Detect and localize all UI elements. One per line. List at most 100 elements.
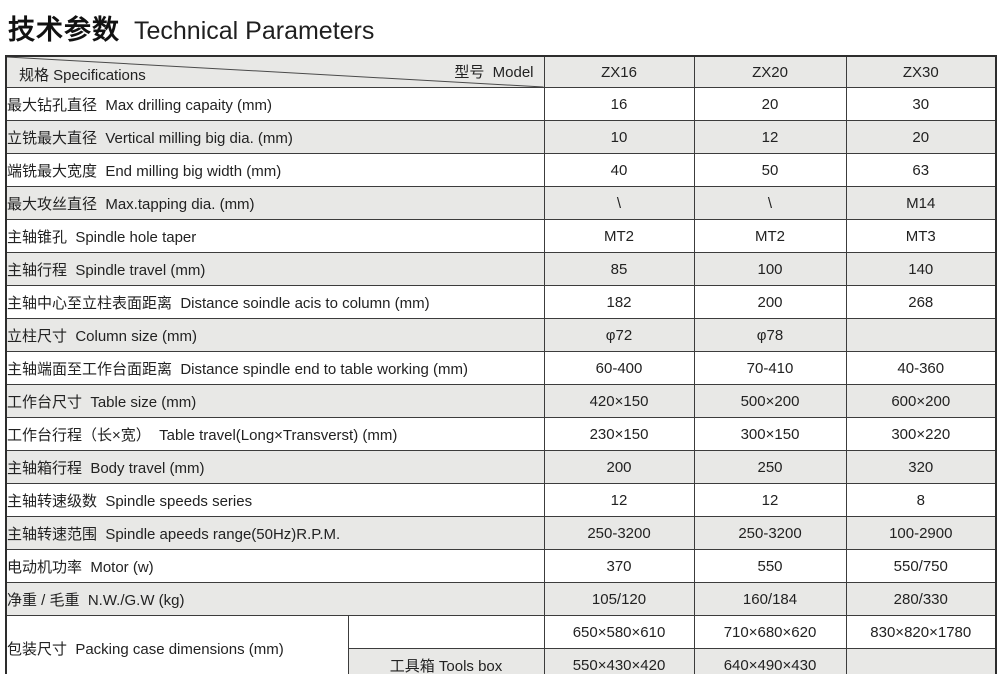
value-cell-zx16: 370	[543, 549, 695, 583]
table-row: 工作台尺寸 Table size (mm) 420×150 500×200 600×2…	[5, 384, 997, 418]
table-row: 净重 / 毛重 N.W./G.W (kg) 105/120 160/184 280/3…	[5, 582, 997, 616]
table-row: 主轴锥孔 Spindle hole taper MT2 MT2 MT3	[5, 219, 997, 253]
value-cell-zx30	[845, 318, 997, 352]
value-cell-zx20: 500×200	[693, 384, 847, 418]
value-cell-zx30: 268	[845, 285, 997, 319]
row-label: 工作台行程（长×宽） Table travel(Long×Transverst)…	[5, 417, 545, 451]
value-cell-zx20: 50	[693, 153, 847, 187]
packing-sub-label	[347, 615, 545, 649]
value-cell-zx16: 420×150	[543, 384, 695, 418]
page-title-chinese: 技术参数	[8, 15, 120, 45]
corner-spec-label: 规格 Specifications	[19, 66, 146, 84]
row-label: 工作台尺寸 Table size (mm)	[5, 384, 545, 418]
value-cell-zx30: 600×200	[845, 384, 997, 418]
value-cell-zx16: 550×430×420	[543, 648, 695, 674]
value-cell-zx16: 650×580×610	[543, 615, 695, 649]
value-cell-zx16: 12	[543, 483, 695, 517]
value-cell-zx20: 160/184	[693, 582, 847, 616]
value-cell-zx20: 12	[693, 483, 847, 517]
value-cell-zx16: 182	[543, 285, 695, 319]
table-row: 端铣最大宽度 End milling big width (mm) 40 50 63	[5, 153, 997, 187]
value-cell-zx20: 300×150	[693, 417, 847, 451]
table-row: 包装尺寸 Packing case dimensions (mm) 650×580…	[5, 615, 997, 674]
corner-cell: 规格 Specifications 型号 Model	[5, 55, 545, 88]
value-cell-zx16: MT2	[543, 219, 695, 253]
packing-row-label: 包装尺寸 Packing case dimensions (mm)	[5, 615, 349, 674]
value-cell-zx20: 710×680×620	[693, 615, 847, 649]
row-label: 主轴中心至立柱表面距离 Distance soindle acis to col…	[5, 285, 545, 319]
corner-model-label: 型号 Model	[454, 63, 534, 81]
technical-parameters-table: 规格 Specifications 型号 Model ZX16 ZX20 ZX3…	[5, 55, 998, 674]
row-label: 主轴转速级数 Spindle speeds series	[5, 483, 545, 517]
value-cell-zx20: 250	[693, 450, 847, 484]
row-label: 净重 / 毛重 N.W./G.W (kg)	[5, 582, 545, 616]
value-cell-zx16: 85	[543, 252, 695, 286]
value-cell-zx20: 250-3200	[693, 516, 847, 550]
value-cell-zx20: 70-410	[693, 351, 847, 385]
table-row: 立铣最大直径 Vertical milling big dia. (mm) 10 1…	[5, 120, 997, 154]
value-cell-zx16: 200	[543, 450, 695, 484]
value-cell-zx30: 140	[845, 252, 997, 286]
value-cell-zx16: 230×150	[543, 417, 695, 451]
row-label: 电动机功率 Motor (w)	[5, 549, 545, 583]
value-cell-zx30: 830×820×1780	[845, 615, 997, 649]
value-cell-zx30: 300×220	[845, 417, 997, 451]
table-row: 最大钻孔直径 Max drilling capaity (mm) 16 20 30	[5, 87, 997, 121]
row-label: 主轴锥孔 Spindle hole taper	[5, 219, 545, 253]
column-header-zx16: ZX16	[543, 55, 695, 88]
value-cell-zx30: 40-360	[845, 351, 997, 385]
table-row: 主轴箱行程 Body travel (mm) 200 250 320	[5, 450, 997, 484]
table-row: 主轴转速级数 Spindle speeds series 12 12 8	[5, 483, 997, 517]
diagonal-divider-line	[7, 57, 544, 87]
value-cell-zx30: 8	[845, 483, 997, 517]
column-header-zx20: ZX20	[693, 55, 847, 88]
table-row: 立柱尺寸 Column size (mm) φ72 φ78	[5, 318, 997, 352]
value-cell-zx20: 20	[693, 87, 847, 121]
value-cell-zx20: φ78	[693, 318, 847, 352]
table-row: 工具箱 Tools box 550×430×420 640×490×430	[6, 648, 997, 674]
value-cell-zx20: \	[693, 186, 847, 220]
value-cell-zx20: 550	[693, 549, 847, 583]
value-cell-zx16: \	[543, 186, 695, 220]
value-cell-zx16: 60-400	[543, 351, 695, 385]
table-row: 工作台行程（长×宽） Table travel(Long×Transverst)…	[5, 417, 997, 451]
value-cell-zx16: 10	[543, 120, 695, 154]
value-cell-zx20: MT2	[693, 219, 847, 253]
value-cell-zx20: 12	[693, 120, 847, 154]
value-cell-zx16: 40	[543, 153, 695, 187]
header-row: 规格 Specifications 型号 Model ZX16 ZX20 ZX3…	[5, 55, 997, 88]
page-title: 技术参数 Technical Parameters	[8, 8, 374, 47]
row-label: 主轴箱行程 Body travel (mm)	[5, 450, 545, 484]
value-cell-zx20: 640×490×430	[693, 648, 847, 674]
packing-sub-label: 工具箱 Tools box	[347, 648, 545, 674]
row-label: 立铣最大直径 Vertical milling big dia. (mm)	[5, 120, 545, 154]
row-label: 最大钻孔直径 Max drilling capaity (mm)	[5, 87, 545, 121]
value-cell-zx30: 100-2900	[845, 516, 997, 550]
row-label: 主轴行程 Spindle travel (mm)	[5, 252, 545, 286]
row-label: 立柱尺寸 Column size (mm)	[5, 318, 545, 352]
value-cell-zx30: M14	[845, 186, 997, 220]
row-label: 主轴转速范围 Spindle apeeds range(50Hz)R.P.M.	[5, 516, 545, 550]
value-cell-zx16: 105/120	[543, 582, 695, 616]
row-label: 主轴端面至工作台面距离 Distance spindle end to tabl…	[5, 351, 545, 385]
value-cell-zx30: MT3	[845, 219, 997, 253]
table-row: 主轴中心至立柱表面距离 Distance soindle acis to col…	[5, 285, 997, 319]
table-row: 主轴转速范围 Spindle apeeds range(50Hz)R.P.M. 2…	[5, 516, 997, 550]
value-cell-zx30: 320	[845, 450, 997, 484]
value-cell-zx16: φ72	[543, 318, 695, 352]
table-row: 电动机功率 Motor (w) 370 550 550/750	[5, 549, 997, 583]
column-header-zx30: ZX30	[845, 55, 997, 88]
row-label: 端铣最大宽度 End milling big width (mm)	[5, 153, 545, 187]
value-cell-zx30: 280/330	[845, 582, 997, 616]
table-row: 主轴端面至工作台面距离 Distance spindle end to tabl…	[5, 351, 997, 385]
value-cell-zx30: 63	[845, 153, 997, 187]
value-cell-zx16: 16	[543, 87, 695, 121]
value-cell-zx16: 250-3200	[543, 516, 695, 550]
row-label: 最大攻丝直径 Max.tapping dia. (mm)	[5, 186, 545, 220]
table-row: 主轴行程 Spindle travel (mm) 85 100 140	[5, 252, 997, 286]
value-cell-zx30	[845, 648, 997, 674]
page-title-english: Technical Parameters	[134, 17, 375, 45]
table-row: 最大攻丝直径 Max.tapping dia. (mm) \ \ M14	[5, 186, 997, 220]
value-cell-zx30: 20	[845, 120, 997, 154]
